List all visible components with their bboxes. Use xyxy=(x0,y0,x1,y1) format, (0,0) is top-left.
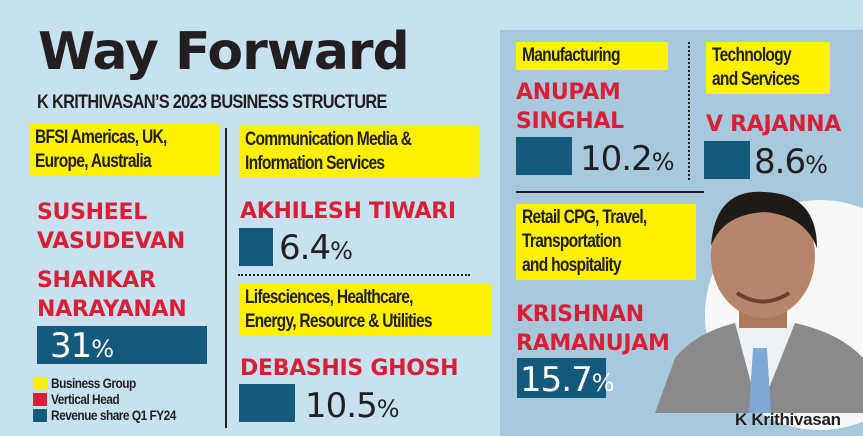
revenue-share-value: 6.4% xyxy=(279,228,353,268)
revenue-share-bar xyxy=(704,141,750,179)
unit-lifesciences: Lifesciences, Healthcare, Energy, Resour… xyxy=(239,284,491,336)
unit-bfsi: BFSI Americas, UK, Europe, Australia xyxy=(29,124,219,176)
page-subtitle: K KRITHIVASAN’S 2023 BUSINESS STRUCTURE xyxy=(37,92,387,113)
revenue-share-bar xyxy=(517,358,606,398)
revenue-share-value: 31% xyxy=(50,326,114,366)
red-swatch-icon xyxy=(33,392,47,406)
unit-retail: Retail CPG, Travel, Transportation and h… xyxy=(516,204,696,280)
portrait-photo-icon xyxy=(655,191,863,413)
business-group-label: Lifesciences, Healthcare, Energy, Resour… xyxy=(239,284,491,336)
legend-item: Business Group xyxy=(33,375,198,391)
vertical-head-name: SHANKAR NARAYANAN xyxy=(37,268,187,322)
unit-manufacturing: Manufacturing xyxy=(516,42,668,70)
business-group-label: Technology and Services xyxy=(706,42,830,94)
vertical-head-name: ANUPAM SINGHAL xyxy=(516,80,624,134)
horizontal-divider xyxy=(516,191,704,193)
revenue-share-bar xyxy=(37,326,207,364)
revenue-share-value: 10.5% xyxy=(305,386,400,426)
revenue-share-value: 15.7% xyxy=(520,360,615,400)
vertical-divider xyxy=(225,128,227,428)
dotted-vertical-divider xyxy=(688,42,690,180)
dotted-divider xyxy=(238,274,470,276)
revenue-share-bar xyxy=(516,137,572,175)
page-title: Way Forward xyxy=(38,22,410,82)
vertical-head-name: DEBASHIS GHOSH xyxy=(240,356,459,381)
revenue-share-value: 8.6% xyxy=(754,142,828,182)
revenue-share-bar xyxy=(239,384,295,422)
revenue-share-value: 10.2% xyxy=(580,139,675,179)
photo-caption: K Krithivasan xyxy=(735,410,841,429)
business-group-label: Communication Media & Information Servic… xyxy=(239,126,479,178)
vertical-head-name: KRISHNAN RAMANUJAM xyxy=(516,302,670,356)
revenue-share-bar xyxy=(239,228,273,266)
vertical-head-name: SUSHEEL VASUDEVAN xyxy=(37,200,185,254)
blue-swatch-icon xyxy=(33,408,47,422)
business-group-label: Retail CPG, Travel, Transportation and h… xyxy=(516,204,696,280)
vertical-head-name: AKHILESH TIWARI xyxy=(240,199,456,224)
unit-communication: Communication Media & Information Servic… xyxy=(239,126,479,178)
legend-item: Revenue share Q1 FY24 xyxy=(33,407,198,423)
legend-item: Vertical Head xyxy=(33,391,198,407)
business-group-label: Manufacturing xyxy=(516,42,668,70)
unit-technology: Technology and Services xyxy=(706,42,830,94)
legend: Business Group Vertical Head Revenue sha… xyxy=(33,375,198,423)
vertical-head-name: V RAJANNA xyxy=(706,112,842,137)
yellow-swatch-icon xyxy=(33,376,47,390)
business-group-label: BFSI Americas, UK, Europe, Australia xyxy=(29,124,219,176)
